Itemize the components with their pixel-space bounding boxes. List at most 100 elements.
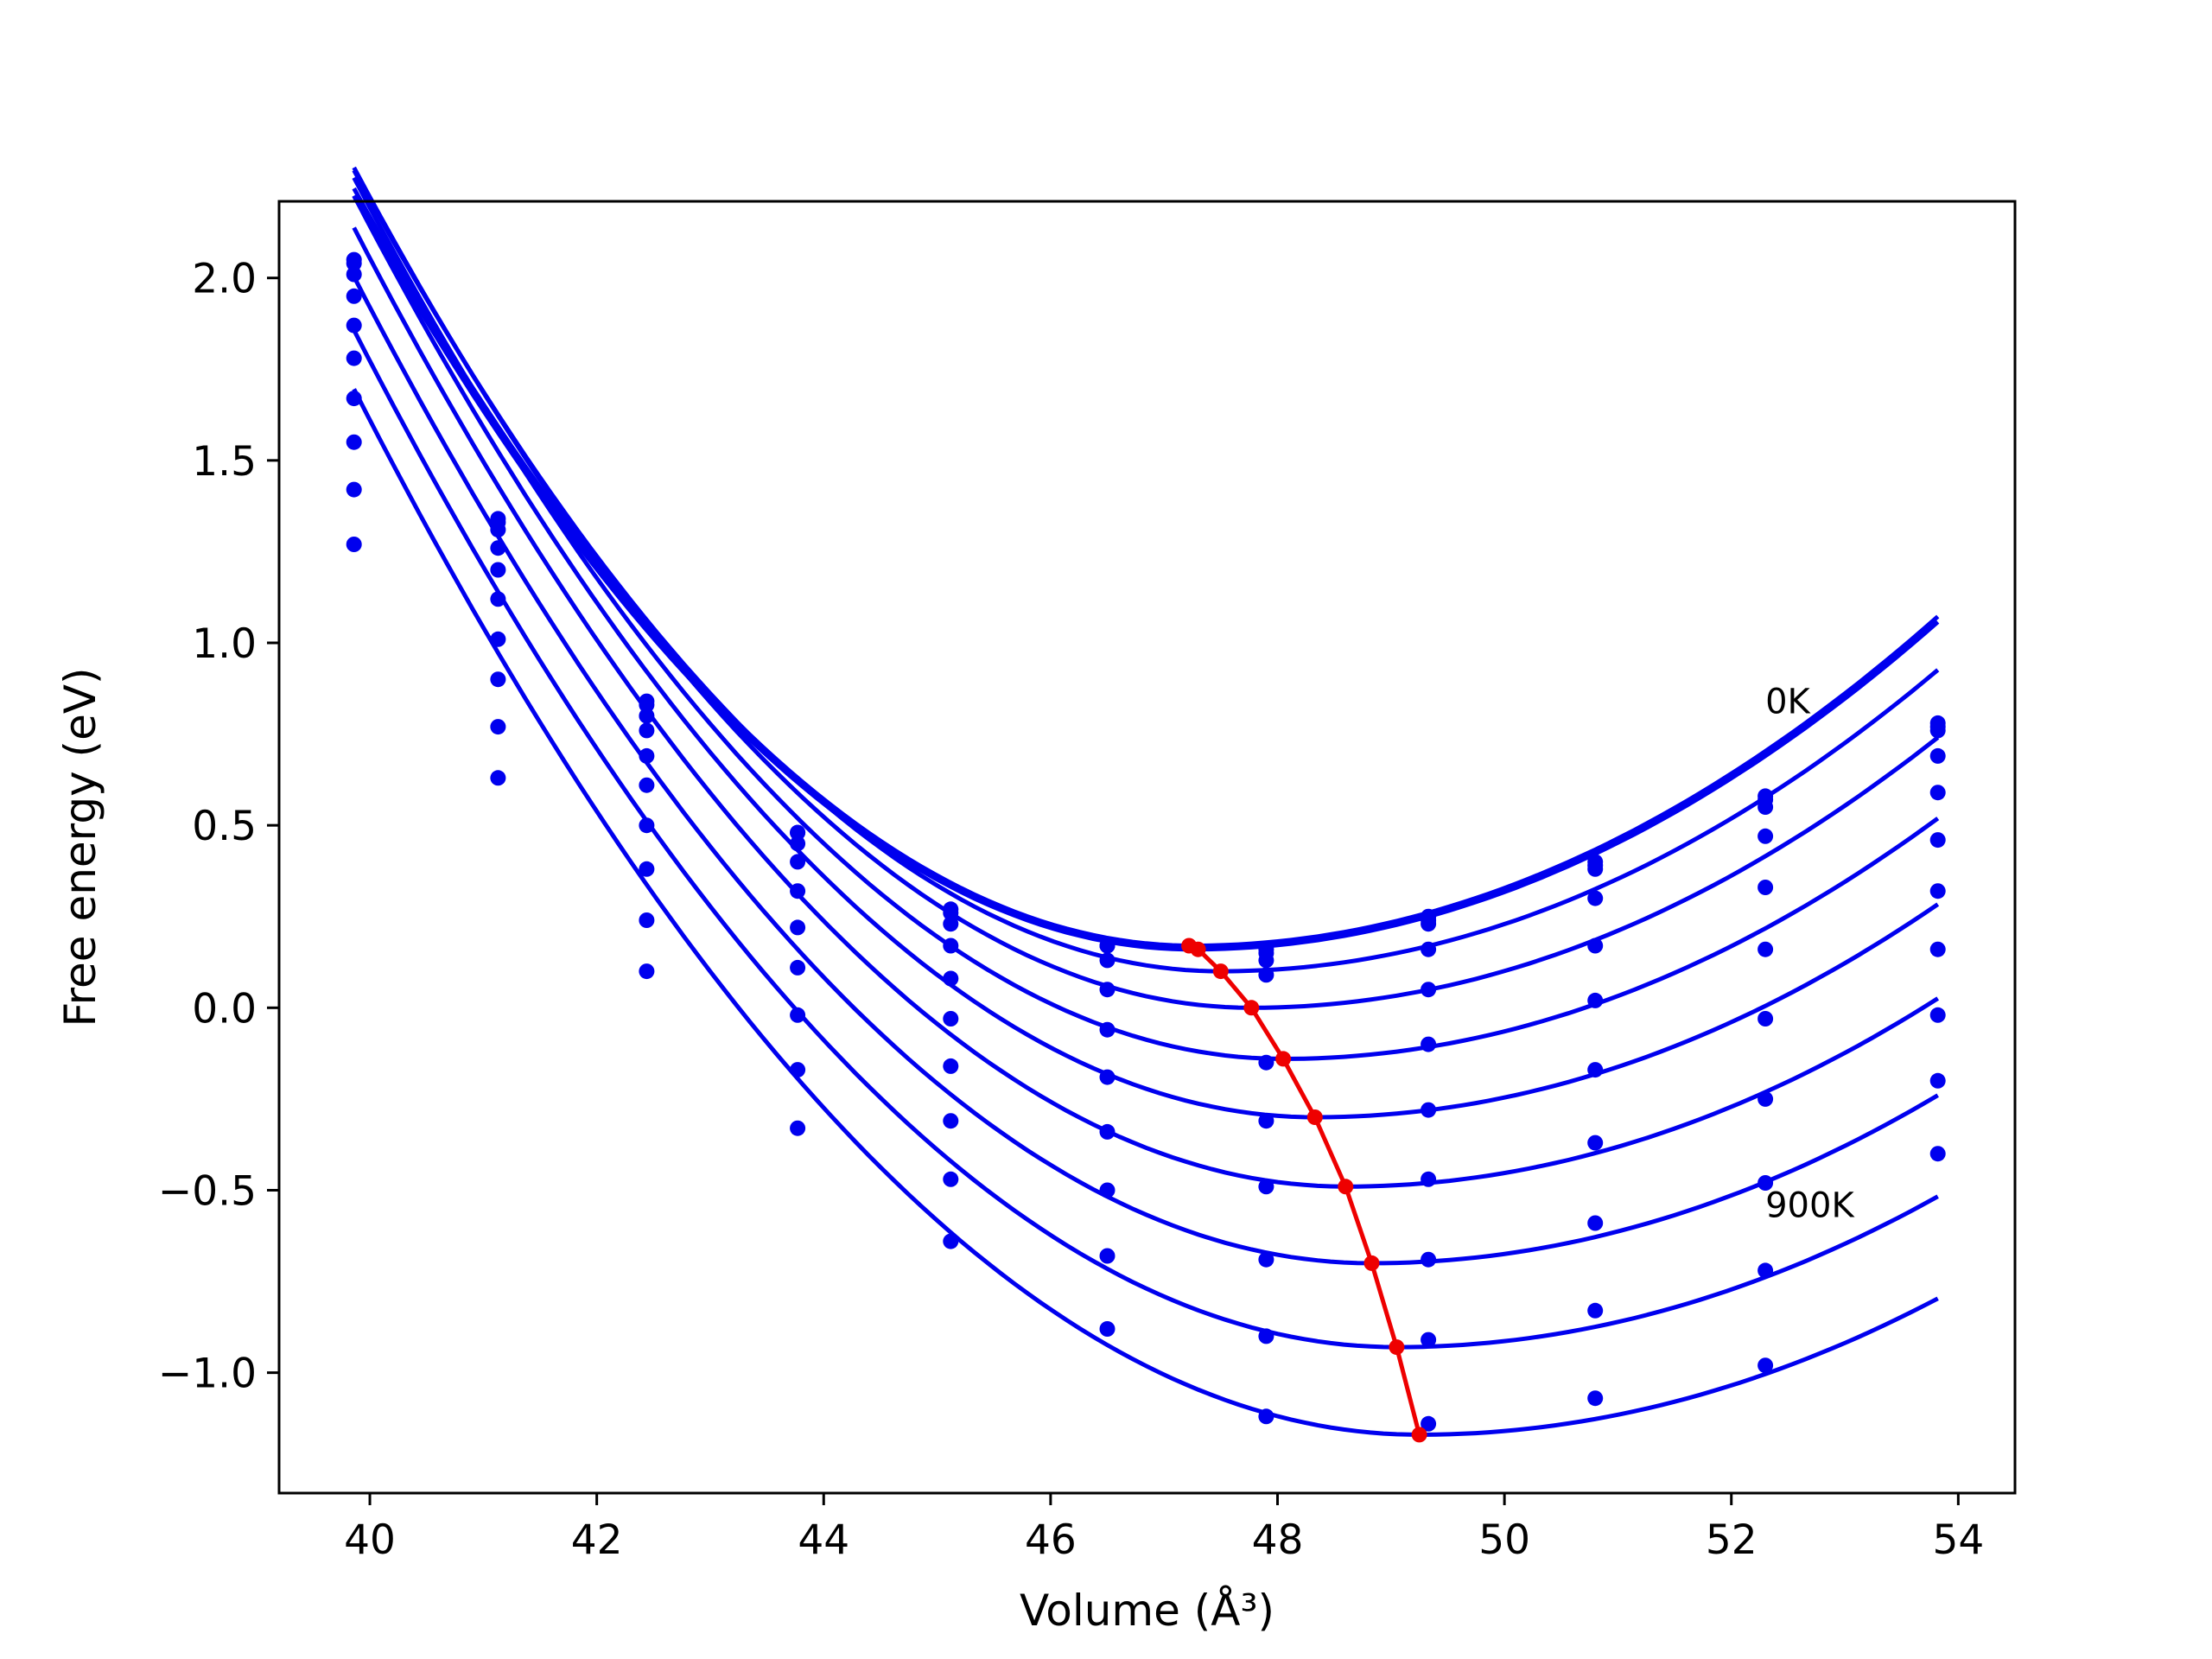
fit-curve-9 (352, 328, 1939, 1350)
data-point (490, 671, 506, 688)
data-point (1929, 785, 1946, 801)
data-point (1929, 747, 1946, 764)
data-point (1421, 1171, 1437, 1187)
data-point (943, 1233, 959, 1249)
data-point (1258, 1179, 1274, 1195)
data-point (490, 562, 506, 578)
data-point (1587, 992, 1604, 1008)
x-tick-label: 40 (344, 1516, 396, 1564)
minimum-point (1411, 1427, 1427, 1443)
data-point (1258, 1054, 1274, 1071)
data-point (346, 317, 362, 334)
data-point (490, 770, 506, 786)
data-point (1758, 1090, 1774, 1107)
data-point (790, 1062, 806, 1078)
data-point (1099, 938, 1116, 954)
data-point (639, 817, 655, 834)
curve-annotation: 900K (1765, 1185, 1855, 1225)
y-tick-label: 1.5 (192, 438, 257, 486)
x-tick-label: 54 (1932, 1516, 1984, 1564)
data-point (346, 481, 362, 498)
data-point (1421, 1332, 1437, 1348)
data-point (346, 255, 362, 271)
data-point (1587, 861, 1604, 877)
data-point (790, 959, 806, 976)
data-point (1421, 1036, 1437, 1052)
fit-curve-5 (352, 176, 1940, 1061)
data-point (490, 540, 506, 556)
data-point (639, 912, 655, 928)
data-point (639, 777, 655, 793)
data-point (790, 854, 806, 870)
fit-curve-4 (352, 166, 1940, 1010)
data-point (1421, 982, 1437, 998)
data-point (346, 350, 362, 366)
data-point (1099, 1182, 1116, 1198)
data-point (639, 963, 655, 980)
x-axis: 40 42 44 46 48 50 52 54 (344, 1493, 1984, 1564)
y-tick-label: −1.0 (158, 1351, 257, 1398)
minima-line (1188, 944, 1422, 1436)
x-tick-label: 46 (1025, 1516, 1077, 1564)
data-point (943, 1171, 959, 1187)
data-point (790, 1007, 806, 1023)
data-point (1099, 1069, 1116, 1085)
data-point (1758, 880, 1774, 895)
annotations: 0K 900K (1765, 683, 1855, 1226)
data-point (1758, 1175, 1774, 1191)
data-point (1421, 1251, 1437, 1268)
data-point (1099, 1123, 1116, 1140)
data-point (346, 391, 362, 407)
data-point (346, 288, 362, 304)
data-point (943, 970, 959, 987)
x-tick-label: 48 (1252, 1516, 1304, 1564)
axes-frame (277, 200, 2017, 1495)
minimum-point (1275, 1051, 1292, 1067)
data-point (1587, 938, 1604, 954)
curve-annotation: 0K (1765, 683, 1811, 722)
minimum-point (1212, 963, 1229, 980)
data-point (1587, 1302, 1604, 1319)
data-point (1929, 1007, 1946, 1023)
plot-area (346, 166, 1946, 1443)
minimum-point (1363, 1255, 1380, 1271)
x-tick-label: 52 (1706, 1516, 1758, 1564)
data-point (1258, 1408, 1274, 1425)
data-point (1099, 1321, 1116, 1337)
data-point (1421, 916, 1437, 932)
data-point (943, 1058, 959, 1074)
data-point (1258, 967, 1274, 983)
x-tick-label: 50 (1478, 1516, 1530, 1564)
data-point (790, 836, 806, 852)
data-point (639, 747, 655, 764)
fit-curve-6 (352, 194, 1940, 1120)
minimum-point (1243, 1000, 1260, 1016)
data-point (1421, 1102, 1437, 1118)
data-point (1258, 1113, 1274, 1129)
x-axis-title: Volume (Å³) (1020, 1586, 1274, 1636)
data-point (790, 919, 806, 936)
data-point (1758, 1357, 1774, 1374)
data-point (1758, 828, 1774, 844)
y-tick-label: −0.5 (158, 1167, 257, 1215)
minimum-point (1190, 941, 1206, 957)
data-point (1258, 1328, 1274, 1344)
fit-curve-7 (352, 226, 1940, 1189)
data-point (790, 1120, 806, 1136)
data-point (490, 591, 506, 607)
data-point (1758, 941, 1774, 957)
data-point (1587, 1135, 1604, 1151)
data-point (1258, 952, 1274, 969)
y-axis-title: Free energy (eV) (55, 667, 105, 1027)
data-point (1258, 1251, 1274, 1268)
data-point (1421, 941, 1437, 957)
data-point (639, 708, 655, 724)
y-tick-label: 0.5 (192, 803, 257, 850)
fit-curve-8 (352, 276, 1939, 1266)
minimum-point (1389, 1339, 1405, 1356)
data-point (1099, 1248, 1116, 1264)
data-point (1421, 1415, 1437, 1432)
data-point (1587, 1215, 1604, 1231)
data-point (639, 696, 655, 713)
